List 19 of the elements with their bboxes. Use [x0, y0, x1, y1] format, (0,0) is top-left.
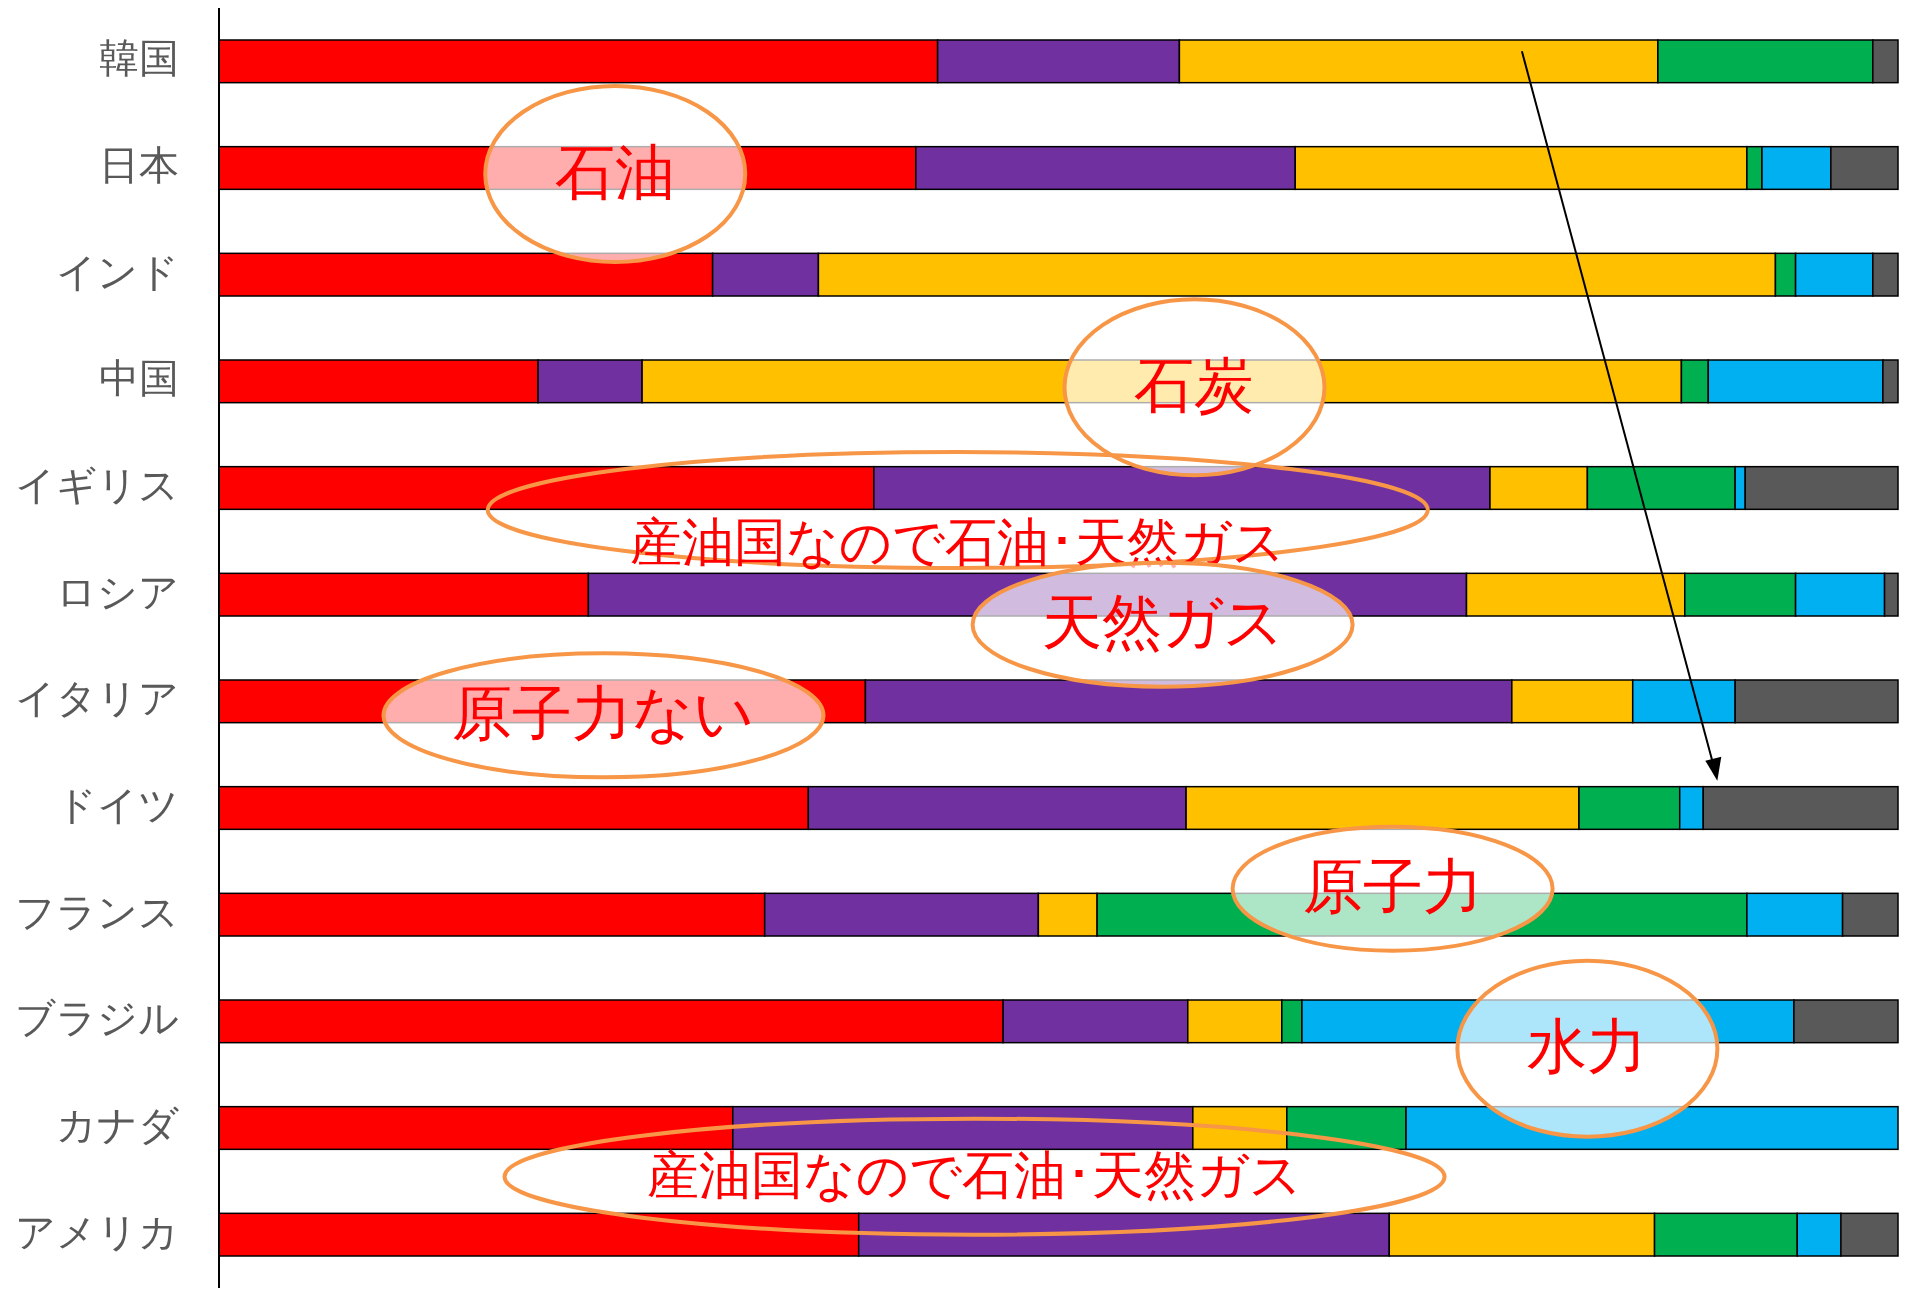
y-tick-label: 日本	[99, 142, 179, 188]
annotation: 石油	[555, 136, 676, 207]
annotation: 産油国なので石油･天然ガス	[647, 1144, 1303, 1205]
y-tick-label: ブラジル	[15, 995, 179, 1042]
y-tick-label: ドイツ	[56, 782, 179, 828]
annotation: 水力	[1527, 1011, 1648, 1082]
y-tick-label: 中国	[99, 355, 179, 402]
y-tick-label: イギリス	[15, 462, 179, 508]
y-tick-label: カナダ	[56, 1102, 179, 1148]
y-tick-label: 韓国	[99, 35, 179, 82]
y-tick-label: イタリア	[15, 675, 179, 722]
annotation: 原子力ない	[452, 677, 755, 748]
annotation: 石炭	[1134, 349, 1255, 420]
annotation: 原子力	[1302, 851, 1483, 922]
y-tick-label: インド	[56, 248, 179, 295]
y-tick-label: アメリカ	[15, 1208, 179, 1255]
y-tick-label: ロシア	[56, 568, 179, 615]
y-tick-label: フランス	[15, 888, 179, 935]
annotation: 天然ガス	[1041, 587, 1284, 658]
